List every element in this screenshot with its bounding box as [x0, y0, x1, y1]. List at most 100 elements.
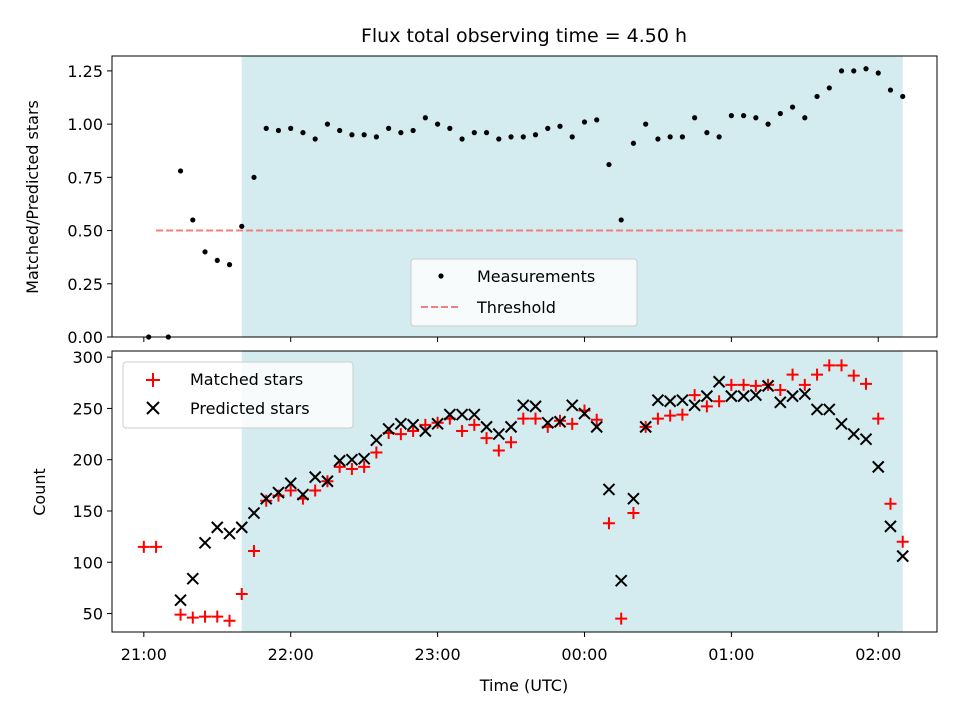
- predicted-star-point: [823, 403, 836, 416]
- matched-star-point: [492, 444, 505, 457]
- measurement-point: [202, 249, 208, 255]
- predicted-star-point: [553, 415, 567, 428]
- chart-title: Flux total observing time = 4.50 h: [361, 25, 687, 47]
- matched-star-point: [725, 378, 738, 391]
- measurement-point: [618, 217, 624, 223]
- matched-star-point: [358, 460, 371, 473]
- top-y-tick-label: 1.00: [67, 115, 103, 134]
- x-tick-label: 02:00: [855, 645, 901, 664]
- predicted-star-point: [431, 417, 444, 431]
- measurement-point: [337, 127, 343, 134]
- measurement-point: [532, 132, 539, 138]
- matched-star-point: [370, 446, 383, 459]
- matched-star-point: [505, 436, 518, 449]
- measurement-point: [594, 117, 600, 123]
- x-tick-label: 23:00: [415, 645, 461, 664]
- top-y-tick-label: 0.50: [67, 222, 103, 241]
- measurement-point: [777, 110, 783, 117]
- predicted-star-point: [480, 420, 493, 434]
- predicted-star-point: [639, 420, 652, 434]
- predicted-star-point: [884, 520, 897, 533]
- measurement-point: [900, 93, 906, 100]
- measurement-point: [275, 127, 282, 134]
- matched-star-point: [419, 418, 432, 431]
- top-y-tick-label: 1.25: [67, 62, 103, 81]
- predicted-star-point: [749, 388, 763, 402]
- matched-star-point: [713, 395, 726, 408]
- matched-star-point: [284, 484, 297, 497]
- matched-star-point: [798, 378, 811, 391]
- measurement-point: [581, 119, 588, 125]
- measurement-point: [324, 121, 331, 127]
- measurement-point: [679, 134, 686, 140]
- measurement-point: [434, 121, 441, 127]
- x-tick-label: 00:00: [561, 645, 607, 664]
- measurement-point: [765, 121, 771, 127]
- measurement-point: [826, 85, 832, 91]
- bottom-panel: 50 100 150 200 250 300 21:00 22:00 23:00 00:00 01:…: [30, 348, 938, 695]
- predicted-star-point: [529, 400, 542, 413]
- predicted-star-point: [468, 408, 481, 421]
- predicted-star-point: [602, 483, 616, 496]
- measurement-point: [422, 115, 428, 121]
- predicted-star-point: [872, 460, 885, 474]
- predicted-star-point: [394, 417, 408, 431]
- matched-star-point: [394, 428, 407, 441]
- bottom-y-tick-label: 250: [72, 399, 103, 418]
- measurement-point: [569, 134, 575, 140]
- matched-star-point: [247, 544, 260, 557]
- matched-star-point: [835, 359, 848, 372]
- measurement-point: [398, 130, 404, 136]
- bottom-y-tick-label: 50: [83, 605, 103, 624]
- matched-star-point: [615, 612, 628, 625]
- predicted-star-point: [211, 521, 224, 534]
- matched-star-point: [774, 383, 787, 396]
- predicted-star-point: [614, 574, 628, 587]
- measurement-point: [373, 134, 379, 140]
- bottom-legend-box: [122, 361, 354, 429]
- top-y-tick-label: 0.00: [67, 328, 103, 347]
- matched-star-point: [333, 460, 346, 473]
- legend-measurement-marker: [438, 273, 444, 279]
- predicted-star-point: [186, 572, 199, 585]
- predicted-star-point: [541, 416, 554, 429]
- legend-matched-marker: [146, 373, 160, 387]
- predicted-star-point: [284, 477, 297, 490]
- legend-label-predicted: Predicted stars: [190, 399, 310, 418]
- matched-star-point: [651, 412, 664, 425]
- matched-star-point: [872, 412, 885, 425]
- matched-star-point: [235, 588, 248, 601]
- measurement-point: [655, 136, 661, 142]
- predicted-star-point: [235, 521, 248, 534]
- matched-star-point: [602, 517, 615, 530]
- measurement-point: [239, 223, 245, 229]
- measurement-point: [741, 113, 747, 119]
- measurement-point: [887, 87, 894, 93]
- x-tick-label: 01:00: [708, 645, 754, 664]
- legend-label-measurements: Measurements: [477, 267, 595, 286]
- matched-star-point: [407, 424, 420, 437]
- bottom-y-tick-label: 300: [72, 348, 103, 367]
- legend-predicted-marker: [146, 401, 160, 415]
- x-axis-label: Time (UTC): [479, 676, 568, 695]
- predicted-star-point: [308, 470, 322, 484]
- predicted-star-point: [504, 420, 518, 434]
- matched-star-point: [688, 389, 701, 402]
- matched-star-point: [700, 400, 713, 413]
- measurement-point: [838, 68, 845, 74]
- x-tick-label: 22:00: [268, 645, 314, 664]
- matched-star-point: [211, 610, 224, 623]
- measurement-point: [349, 132, 355, 138]
- predicted-star-point: [786, 389, 799, 403]
- matched-star-point: [627, 507, 640, 520]
- matched-star-point: [137, 540, 150, 553]
- top-y-axis-label: Matched/Predicted stars: [23, 100, 42, 294]
- measurement-point: [789, 104, 796, 110]
- measurement-point: [557, 123, 563, 129]
- measurement-point: [496, 136, 502, 142]
- predicted-star-point: [761, 379, 775, 393]
- matched-star-point: [150, 540, 163, 553]
- predicted-star-point: [578, 407, 591, 420]
- predicted-star-point: [810, 403, 824, 416]
